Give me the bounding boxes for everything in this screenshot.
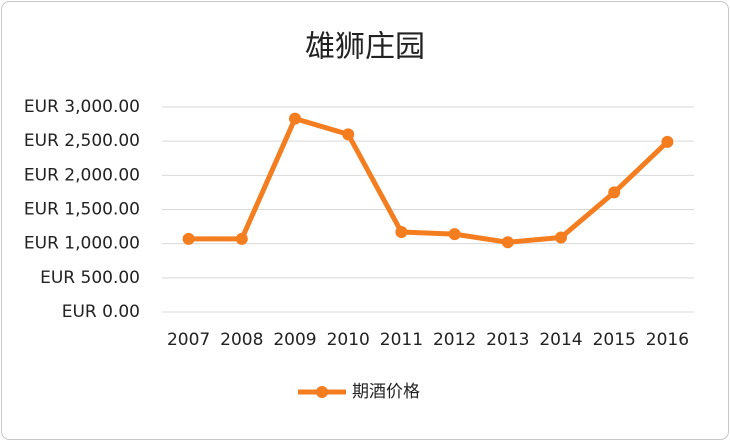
data-point <box>661 135 674 148</box>
x-tick-label: 2010 <box>327 330 370 350</box>
y-tick-label: EUR 0.00 <box>62 302 140 322</box>
y-tick-label: EUR 1,500.00 <box>24 200 140 220</box>
x-tick-label: 2009 <box>273 330 316 350</box>
data-point <box>342 128 355 141</box>
x-tick-label: 2011 <box>380 330 423 350</box>
data-point <box>555 231 567 244</box>
data-point <box>395 226 408 239</box>
data-point <box>608 186 621 199</box>
legend-label: 期酒价格 <box>352 382 420 402</box>
x-tick-label: 2015 <box>593 330 636 350</box>
data-point <box>448 228 461 241</box>
data-point <box>289 112 301 125</box>
y-tick-label: EUR 3,000.00 <box>24 97 140 117</box>
data-point <box>235 232 248 245</box>
y-tick-label: EUR 2,500.00 <box>24 131 140 151</box>
y-tick-label: EUR 2,000.00 <box>24 165 140 185</box>
x-tick-label: 2014 <box>539 330 582 350</box>
x-tick-label: 2007 <box>167 330 210 350</box>
x-tick-label: 2013 <box>486 330 529 350</box>
x-tick-label: 2008 <box>220 330 263 350</box>
x-tick-label: 2016 <box>646 330 689 350</box>
y-tick-label: EUR 500.00 <box>40 268 140 288</box>
legend-marker <box>316 386 328 398</box>
series-line <box>188 116 670 245</box>
x-tick-label: 2012 <box>433 330 476 350</box>
chart-title: 雄狮庄园 <box>305 30 425 65</box>
data-point <box>501 236 514 249</box>
data-point <box>182 232 195 245</box>
y-tick-label: EUR 1,000.00 <box>24 234 140 254</box>
